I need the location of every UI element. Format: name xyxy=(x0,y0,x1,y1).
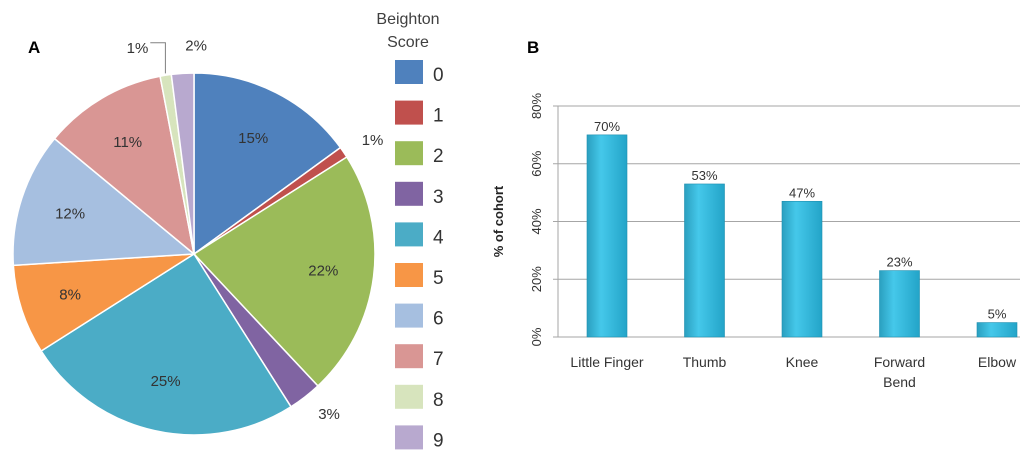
legend-label-2: 2 xyxy=(433,146,444,167)
bar-little-finger xyxy=(586,134,628,338)
bar-value-label: 5% xyxy=(988,307,1007,322)
bar-forward-bend xyxy=(879,270,920,338)
y-axis-title: % of cohort xyxy=(491,185,506,257)
bar-value-label: 23% xyxy=(886,255,912,270)
bar-value-label: 53% xyxy=(691,168,717,183)
legend-swatch-5 xyxy=(395,263,423,287)
bar-thumb xyxy=(684,183,725,338)
panel-label-a: A xyxy=(28,38,40,57)
bar-value-label: 70% xyxy=(594,119,620,134)
legend-swatch-8 xyxy=(395,384,423,409)
legend-label-0: 0 xyxy=(433,65,444,86)
pie-slice-label-4: 25% xyxy=(151,373,181,390)
x-category-label: Elbow xyxy=(978,354,1017,370)
pie-slice-5 xyxy=(12,253,195,353)
pie-slice-9 xyxy=(170,72,195,255)
legend-swatch-1 xyxy=(395,100,423,125)
legend-swatch-4 xyxy=(395,222,423,247)
legend-swatch-0 xyxy=(395,60,423,84)
legend-swatch-7 xyxy=(395,344,423,369)
legend-swatch-2 xyxy=(395,141,423,166)
legend-label-7: 7 xyxy=(433,349,444,370)
bar-elbow xyxy=(976,322,1018,338)
legend-label-5: 5 xyxy=(433,268,444,289)
x-category-label: Thumb xyxy=(683,354,727,370)
legend-label-1: 1 xyxy=(433,106,444,127)
pie-slice-4 xyxy=(40,252,293,436)
legend-label-4: 4 xyxy=(433,227,444,248)
x-category-label: Forward xyxy=(874,354,925,370)
y-tick-label: 20% xyxy=(529,266,544,292)
legend-swatch-9 xyxy=(395,425,423,450)
legend-label-3: 3 xyxy=(433,187,444,208)
pie-slice-label-3: 3% xyxy=(318,406,340,423)
y-tick-label: 80% xyxy=(529,93,544,119)
pie-slice-label-7: 11% xyxy=(113,134,142,151)
y-tick-label: 40% xyxy=(529,208,544,234)
x-category-label: Little Finger xyxy=(570,354,643,370)
legend-label-6: 6 xyxy=(433,309,444,330)
legend-swatch-3 xyxy=(395,181,423,206)
pie-slice-label-6: 12% xyxy=(55,206,85,223)
pie-slice-label-9: 2% xyxy=(185,38,207,55)
panel-label-b: B xyxy=(527,38,539,57)
pie-slice-label-5: 8% xyxy=(59,286,81,303)
pie-slice-7 xyxy=(53,75,196,256)
pie-leader-line-8 xyxy=(150,42,166,74)
pie-slice-label-8: 1% xyxy=(127,40,149,57)
legend-swatch-6 xyxy=(395,303,423,328)
pie-slice-label-1: 1% xyxy=(362,132,384,149)
y-tick-label: 0% xyxy=(529,327,544,346)
pie-slice-0 xyxy=(193,72,342,256)
pie-slice-2 xyxy=(192,155,376,388)
legend-title-line: Score xyxy=(387,34,429,51)
pie-slice-label-2: 22% xyxy=(308,262,338,279)
pie-slice-label-0: 15% xyxy=(238,130,268,147)
bar-value-label: 47% xyxy=(789,185,815,200)
x-category-label: Knee xyxy=(786,354,819,370)
y-tick-label: 60% xyxy=(529,150,544,176)
bar-knee xyxy=(781,200,823,338)
pie-chart: 15% 1% 22% 3% 25% 8% 12% 11% 1% 2% xyxy=(12,38,384,436)
legend-label-9: 9 xyxy=(433,430,444,451)
pie-slice-6 xyxy=(12,137,196,267)
bar-chart: 0% 20% 40% 60% 80% % of cohort 70% Little Finge… xyxy=(491,93,1020,390)
legend-title-line: Beighton xyxy=(376,11,439,28)
legend-label-8: 8 xyxy=(433,390,444,411)
x-category-label: Bend xyxy=(883,374,916,390)
